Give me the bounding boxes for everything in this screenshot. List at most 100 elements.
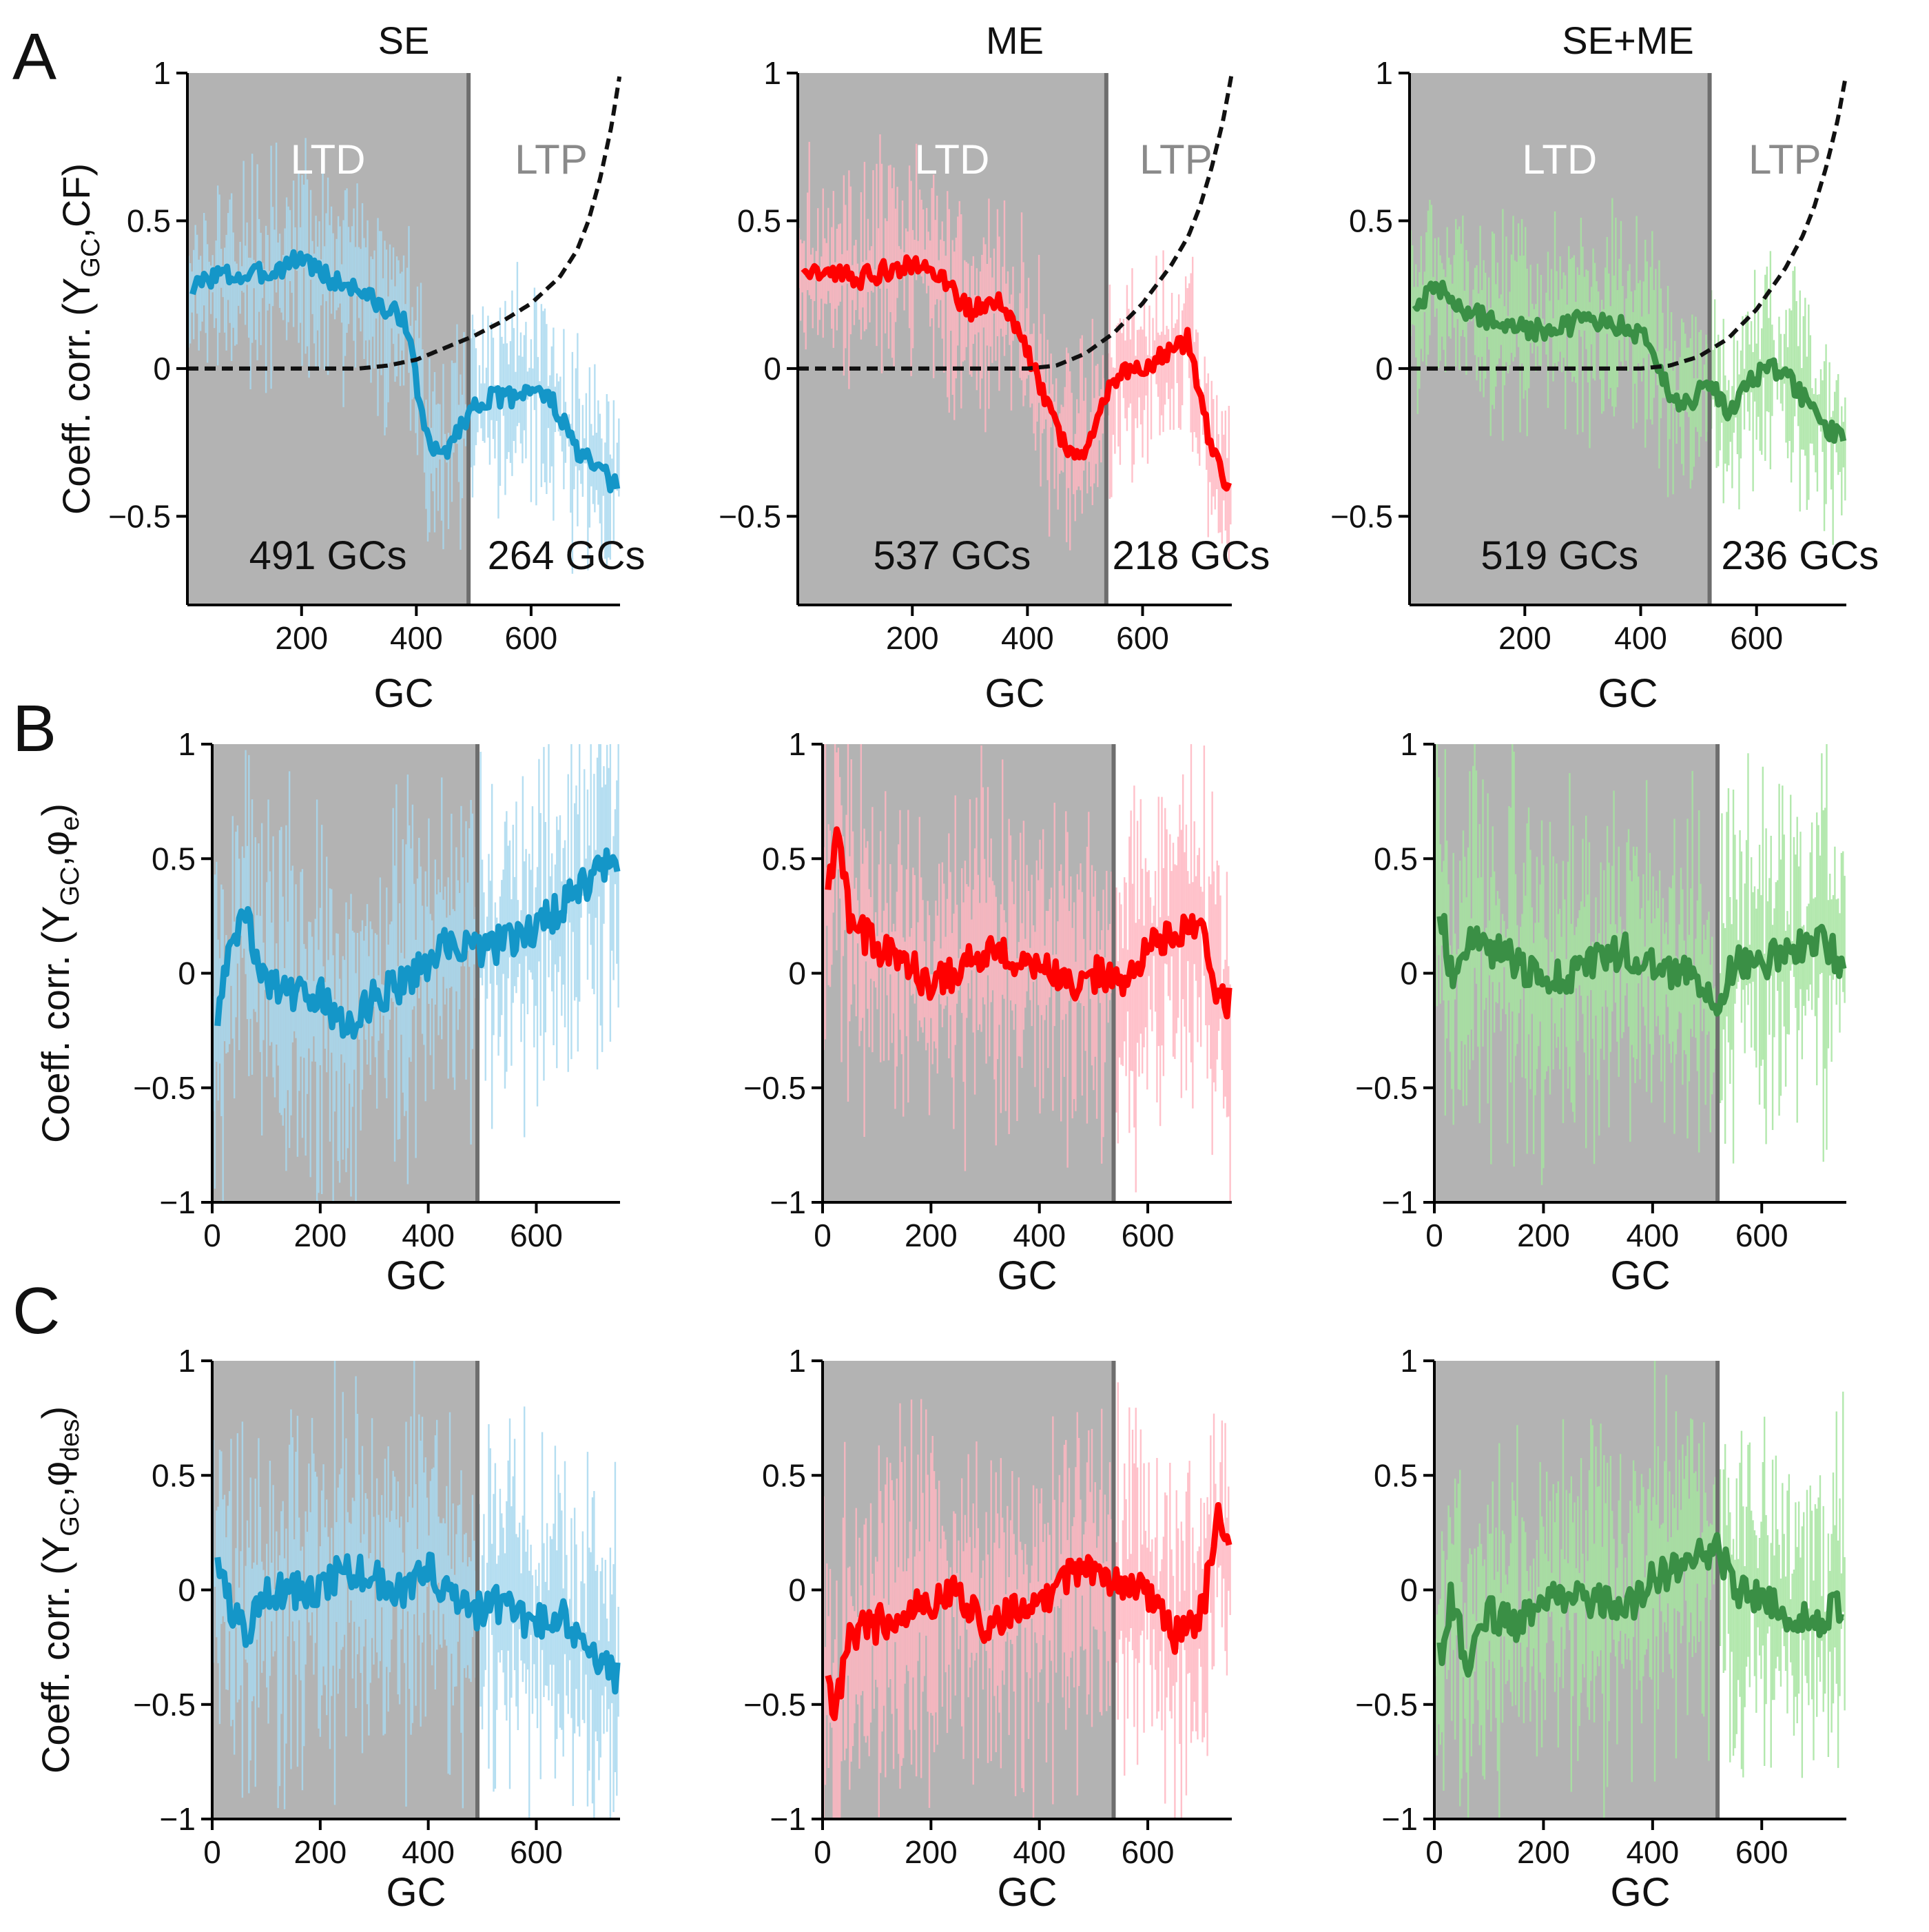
panel-letter-b: B: [12, 692, 56, 765]
y-tick-label: −0.5: [1330, 498, 1393, 534]
x-tick-label: 600: [1735, 1834, 1788, 1870]
ltp-label: LTP: [1749, 136, 1822, 183]
y-tick-label: 1: [1400, 1343, 1418, 1379]
chart-c-me: −1 −0.5 0 0.5 1 0 200 400 600 GC: [743, 1343, 1232, 1915]
y-tick-label: −0.5: [133, 1070, 196, 1106]
x-tick-label: 200: [1498, 620, 1551, 656]
y-tick-label: 0.5: [762, 841, 806, 876]
ltp-label: LTP: [515, 136, 588, 183]
panel-title: SE: [378, 19, 430, 62]
x-tick-label: 200: [293, 1834, 347, 1870]
variability-bars: [823, 1382, 1231, 1819]
x-tick-label: 400: [402, 1217, 455, 1253]
y-label-main: ): [34, 1406, 77, 1419]
ltp-count: 264 GCs: [488, 533, 646, 578]
y-tick-label: −1: [770, 1801, 806, 1837]
x-tick-label: 200: [275, 620, 328, 656]
chart-a-me: −0.5 0 0.5 1 200 400 600 GC ME LTD LTP 537 GCs 218 G…: [719, 19, 1270, 716]
x-axis-label: GC: [998, 1870, 1058, 1915]
x-tick-label: 200: [905, 1834, 958, 1870]
panel-letter-a: A: [12, 20, 56, 94]
y-tick-label: 1: [788, 726, 806, 762]
y-tick-label: 0: [788, 1572, 806, 1608]
variability-bars: [1434, 1361, 1846, 1819]
y-tick-label: −1: [160, 1801, 196, 1837]
x-axis-label: GC: [1611, 1870, 1671, 1915]
y-tick-label: 1: [178, 726, 196, 762]
cumulative-curve: [1410, 76, 1848, 371]
x-tick-label: 600: [1735, 1217, 1788, 1253]
y-label-main: ): [34, 803, 77, 816]
y-axis-label: Coeff. corr. (YGC,CF): [54, 163, 105, 515]
chart-a-se: −0.5 0 0.5 1 200 400 600 GC SE LTD LTP 491 GCs 264 G…: [54, 19, 646, 716]
x-tick-label: 400: [1001, 620, 1054, 656]
y-tick-label: 0: [153, 351, 171, 387]
ltp-count: 218 GCs: [1112, 533, 1270, 578]
y-tick-label: −0.5: [743, 1687, 806, 1723]
panel-letter-c: C: [12, 1274, 60, 1348]
y-tick-label: 1: [763, 55, 781, 91]
x-tick-label: 400: [390, 620, 443, 656]
ltp-label: LTP: [1139, 136, 1213, 183]
y-tick-label: 1: [1400, 726, 1418, 762]
mean-correlation-line: [1436, 1532, 1845, 1678]
y-tick-label: 0: [1400, 956, 1418, 991]
y-label-sub: GC: [56, 867, 85, 906]
y-tick-label: 1: [178, 1343, 196, 1379]
x-tick-label: 200: [1517, 1217, 1570, 1253]
y-tick-label: 0.5: [1374, 841, 1418, 876]
ltd-count: 519 GCs: [1481, 533, 1638, 578]
x-tick-label: 0: [1425, 1217, 1443, 1253]
panel-letters: A B C: [12, 20, 60, 1348]
x-tick-label: 600: [505, 620, 558, 656]
y-tick-label: 0: [763, 351, 781, 387]
x-axis-label: GC: [386, 1870, 446, 1915]
mean-correlation-line: [1436, 912, 1847, 1017]
x-tick-label: 200: [886, 620, 939, 656]
y-label-sub: e: [56, 816, 85, 831]
mean-correlation-line: [214, 847, 621, 1040]
y-tick-label: −0.5: [719, 498, 781, 534]
y-label-sub: des: [56, 1419, 85, 1461]
y-tick-label: 0.5: [737, 203, 781, 238]
y-tick-label: 0.5: [152, 1457, 196, 1493]
mean-correlation-line: [189, 249, 621, 494]
chart-b-seme: −1 −0.5 0 0.5 1 0 200 400 600 GC: [1355, 726, 1847, 1298]
y-tick-label: 1: [788, 1343, 806, 1379]
mean-correlation-line: [1412, 280, 1847, 444]
x-tick-label: 0: [814, 1834, 832, 1870]
x-tick-label: 400: [1013, 1217, 1066, 1253]
mean-correlation-line: [214, 1551, 621, 1695]
x-tick-label: 400: [402, 1834, 455, 1870]
x-tick-label: 400: [1626, 1834, 1679, 1870]
x-tick-label: 0: [1425, 1834, 1443, 1870]
x-axis-label: GC: [386, 1253, 446, 1298]
x-tick-label: 200: [1517, 1834, 1570, 1870]
y-tick-label: −0.5: [1355, 1687, 1418, 1723]
ltd-count: 537 GCs: [873, 533, 1031, 578]
cumulative-curve: [187, 76, 622, 371]
chart-c-seme: −1 −0.5 0 0.5 1 0 200 400 600 GC: [1355, 1343, 1846, 1915]
x-tick-label: 600: [1116, 620, 1169, 656]
y-tick-label: 0.5: [1374, 1457, 1418, 1493]
x-tick-label: 400: [1013, 1834, 1066, 1870]
x-tick-label: 200: [905, 1217, 958, 1253]
y-label-main: Coeff. corr. (Y: [34, 1537, 77, 1774]
mean-correlation-line: [825, 826, 1232, 1020]
y-tick-label: 0.5: [127, 203, 171, 238]
y-tick-label: 0: [1400, 1572, 1418, 1608]
ltp-count: 236 GCs: [1721, 533, 1879, 578]
x-axis-label: GC: [998, 1253, 1058, 1298]
y-tick-label: −1: [160, 1184, 196, 1220]
x-tick-label: 0: [203, 1834, 221, 1870]
chart-a-seme: −0.5 0 0.5 1 200 400 600 GC SE+ME LTD LTP 519 GCs 23…: [1330, 19, 1879, 716]
y-tick-label: 1: [153, 55, 171, 91]
y-tick-label: −1: [1382, 1184, 1418, 1220]
y-tick-label: 0: [1375, 351, 1393, 387]
y-tick-label: 0: [178, 1572, 196, 1608]
cumulative-curve: [798, 76, 1234, 371]
y-label-main: ,φ: [34, 831, 77, 867]
x-tick-label: 400: [1626, 1217, 1679, 1253]
